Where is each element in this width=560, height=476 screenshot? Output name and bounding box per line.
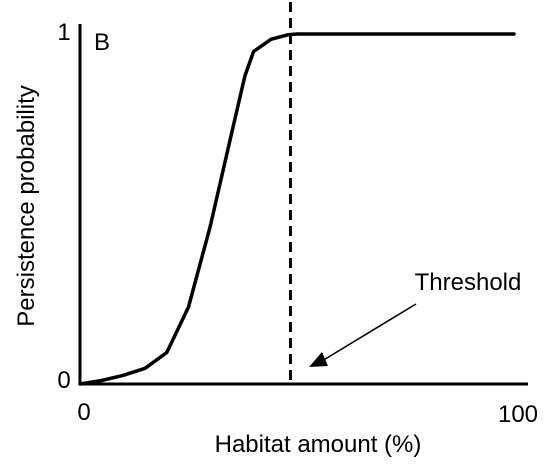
- x-tick-label-left: 0: [77, 399, 90, 426]
- panel-label: B: [94, 29, 110, 56]
- y-axis-label: Persistence probability: [13, 85, 40, 326]
- threshold-arrow: [321, 303, 417, 362]
- y-tick-label-bottom: 0: [57, 367, 70, 394]
- threshold-annotation: Threshold: [415, 269, 522, 296]
- threshold-arrowhead: [309, 352, 328, 367]
- x-axis-label: Habitat amount (%): [215, 431, 422, 458]
- persistence-curve: [78, 32, 516, 386]
- y-tick-label-top: 1: [57, 19, 70, 46]
- x-tick-label-right: 100: [498, 401, 538, 428]
